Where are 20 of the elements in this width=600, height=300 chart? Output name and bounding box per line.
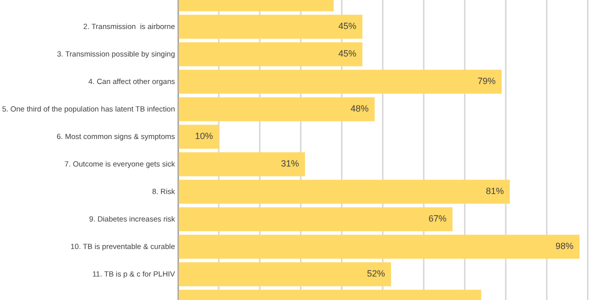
bar xyxy=(178,97,375,122)
data-label: 48% xyxy=(350,104,369,114)
data-label: 98% xyxy=(556,241,574,252)
data-label: 45% xyxy=(338,48,356,59)
data-label: 79% xyxy=(478,76,496,86)
bar xyxy=(178,207,453,232)
bar xyxy=(178,262,392,286)
bar xyxy=(178,152,306,176)
bar xyxy=(178,14,362,39)
bar xyxy=(178,180,510,204)
data-label: 67% xyxy=(428,214,447,224)
data-label: 45% xyxy=(338,21,356,32)
data-label: 31% xyxy=(280,158,300,169)
data-label: 10% xyxy=(194,131,213,142)
data-label: 81% xyxy=(486,186,504,196)
data-label: 52% xyxy=(367,268,386,279)
bar xyxy=(178,234,580,259)
bar xyxy=(178,124,219,149)
bar xyxy=(178,42,362,66)
bar xyxy=(178,70,502,94)
